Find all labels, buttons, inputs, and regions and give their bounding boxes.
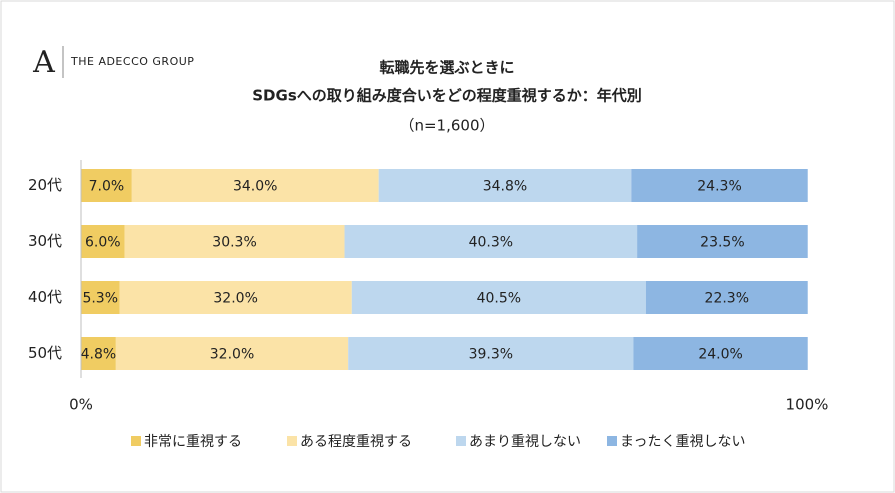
value-label: 24.0% [698,347,742,363]
logo-mark: A [32,45,55,80]
bar-segment [378,169,632,202]
y-tick-label: 30代 [28,232,62,250]
bar-segment [351,281,646,314]
value-label: 39.3% [469,347,513,363]
legend-label: まったく重視しない [620,434,745,450]
legend-swatch [287,436,297,446]
legend-label: 非常に重視する [144,434,242,450]
y-tick-label: 50代 [28,344,62,362]
bar-segment [81,281,120,314]
bar-segment [344,225,638,258]
bar-segment [131,169,379,202]
bar-segment [115,337,349,370]
chart-subtitle: （n=1,600） [399,117,494,135]
legend-swatch [131,436,141,446]
chart-title: 転職先を選ぶときに [379,59,514,77]
bar-segment [633,337,808,370]
x-tick-label: 0% [69,396,93,414]
chart-title: SDGsへの取り組み度合いをどの程度重視するか：年代別 [252,87,642,105]
bar-segment [637,225,808,258]
bar-segment [81,337,116,370]
bar-segment [645,281,808,314]
bar-segment [348,337,634,370]
bar-segment [124,225,345,258]
value-label: 23.5% [700,235,744,251]
value-label: 34.0% [233,179,277,195]
value-label: 30.3% [212,235,256,251]
y-tick-label: 40代 [28,288,62,306]
value-label: 34.8% [483,179,527,195]
y-tick-label: 20代 [28,176,62,194]
value-label: 24.3% [697,179,741,195]
value-label: 7.0% [89,179,125,195]
logo-text: THE ADECCO GROUP [70,55,194,68]
value-label: 4.8% [81,347,117,363]
value-label: 6.0% [85,235,121,251]
bar-segment [631,169,808,202]
value-label: 40.5% [477,291,521,307]
bar-segment [81,225,125,258]
value-label: 40.3% [469,235,513,251]
bar-segment [81,169,132,202]
legend-label: あまり重視しない [469,434,581,450]
x-tick-label: 100% [786,396,829,414]
value-label: 32.0% [210,347,254,363]
legend-swatch [456,436,466,446]
bar-segment [119,281,352,314]
value-label: 5.3% [82,291,118,307]
value-label: 22.3% [705,291,749,307]
legend-label: ある程度重視する [300,434,412,450]
value-label: 32.0% [213,291,257,307]
legend-swatch [607,436,617,446]
